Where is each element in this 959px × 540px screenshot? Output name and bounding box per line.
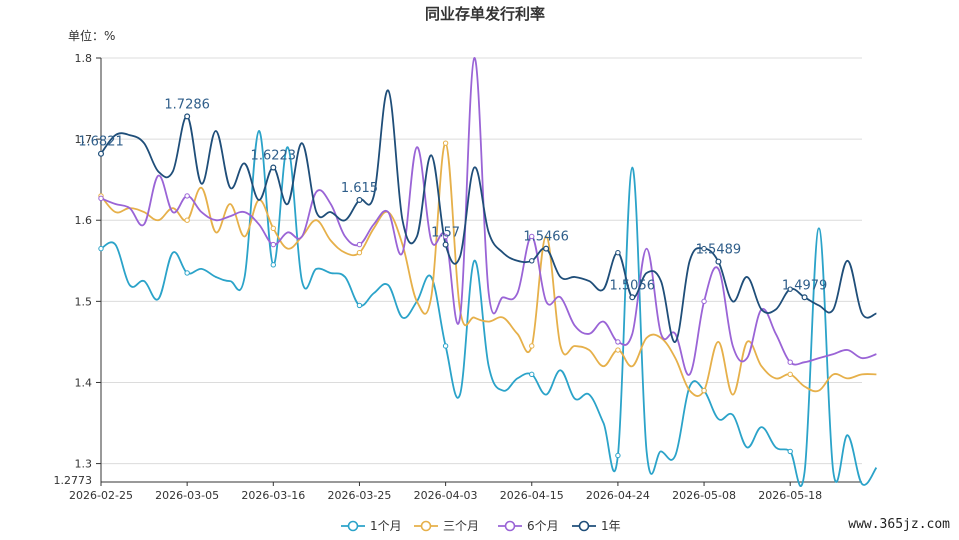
data-point-marker — [615, 452, 621, 459]
y-tick-label: 1.5 — [75, 295, 93, 308]
series-line-2 — [100, 57, 877, 376]
data-label: 1.7286 — [164, 97, 210, 112]
x-tick-label: 2026-04-03 — [414, 489, 478, 502]
y-tick-label: 1.8 — [75, 52, 93, 65]
data-point-marker — [615, 347, 621, 353]
data-point-marker — [356, 241, 363, 248]
data-label: 1.5466 — [523, 230, 569, 245]
data-point-marker — [701, 245, 707, 252]
annotation-point — [543, 245, 550, 252]
data-point-marker — [529, 371, 535, 378]
x-tick-label: 2026-03-16 — [241, 489, 305, 502]
annotation-point — [97, 150, 104, 157]
data-point-marker — [787, 286, 793, 292]
data-label: 1.5489 — [696, 243, 742, 258]
y-axis-unit-label: 单位：% — [68, 28, 115, 43]
legend-label: 1个月 — [370, 519, 402, 533]
annotations: 1.6821 1.7286 1.6223 1.615 1.57 1.5466 1.5056 1… — [78, 97, 828, 301]
x-tick-label: 2026-05-18 — [758, 489, 822, 502]
annotation-point — [801, 294, 808, 301]
data-label: 1.5056 — [610, 278, 656, 293]
annotation-point — [629, 294, 636, 301]
annotation-point — [184, 113, 191, 120]
data-point-marker — [529, 258, 535, 264]
legend-item-0[interactable]: 1个月 — [341, 519, 402, 533]
data-point-marker — [98, 195, 104, 202]
legend-marker-icon — [578, 520, 590, 532]
data-label: 1.6821 — [78, 135, 124, 150]
data-point-marker — [787, 448, 793, 455]
data-point-marker — [356, 249, 363, 256]
legend-item-1[interactable]: 三个月 — [414, 519, 479, 533]
data-point-marker — [184, 193, 190, 199]
legend-label: 6个月 — [527, 519, 559, 533]
data-point-marker — [442, 343, 449, 349]
legend-marker-icon — [420, 520, 432, 532]
legend-label: 1年 — [601, 519, 621, 533]
x-tick-label: 2026-04-15 — [500, 489, 564, 502]
data-point-marker — [356, 302, 363, 309]
x-tick-label: 2026-03-25 — [327, 489, 391, 502]
x-tick-label: 2026-04-24 — [586, 489, 650, 502]
x-tick-label: 2026-02-25 — [69, 489, 133, 502]
markers — [98, 113, 793, 459]
series-line-1 — [100, 142, 877, 397]
data-label: 1.4979 — [782, 278, 828, 293]
watermark-text: www.365jz.com — [848, 517, 950, 532]
series-line-0 — [100, 130, 878, 488]
series-line-3 — [100, 89, 877, 343]
data-point-marker — [270, 262, 277, 268]
data-point-marker — [184, 217, 190, 223]
y-tick-label: 1.4 — [75, 376, 93, 389]
data-point-marker — [442, 233, 449, 240]
y-tick-label: 1.3 — [75, 458, 93, 471]
chart-title: 同业存单发行利率 — [425, 5, 545, 23]
data-point-marker — [787, 359, 793, 365]
data-point-marker — [184, 270, 190, 276]
data-point-marker — [270, 241, 277, 248]
data-point-marker — [442, 140, 449, 146]
data-label: 1.57 — [431, 226, 460, 241]
legend-item-3[interactable]: 1年 — [572, 519, 621, 533]
legend[interactable]: 1个月 三个月 6个月 1年 — [341, 519, 621, 533]
data-point-marker — [701, 387, 707, 394]
y-min-label: 1.2773 — [54, 474, 93, 487]
data-point-marker — [98, 245, 104, 252]
data-point-marker — [701, 298, 707, 305]
data-point-marker — [787, 371, 793, 378]
data-point-marker — [529, 233, 535, 240]
series — [100, 57, 878, 488]
legend-item-2[interactable]: 6个月 — [498, 519, 559, 533]
annotation-point — [356, 196, 363, 203]
legend-marker-icon — [347, 520, 359, 532]
legend-label: 三个月 — [443, 519, 479, 533]
data-point-marker — [270, 225, 277, 232]
axes: 1.3 1.4 1.5 1.6 1.7 1.8 1.2773 2026-02-25 2026-0… — [54, 52, 862, 502]
y-tick-label: 1.6 — [75, 214, 93, 227]
legend-marker-icon — [504, 520, 516, 532]
x-tick-label: 2026-05-08 — [672, 489, 736, 502]
annotation-point — [270, 164, 277, 171]
y-tick-label: 1.7 — [75, 133, 93, 146]
grid — [101, 57, 862, 465]
data-point-marker — [529, 343, 535, 349]
data-label: 1.6223 — [251, 149, 297, 164]
annotation-point — [442, 241, 449, 248]
annotation-point — [715, 258, 722, 265]
data-point-marker — [615, 249, 621, 256]
data-point-marker — [615, 339, 621, 345]
x-tick-label: 2026-03-05 — [155, 489, 219, 502]
data-label: 1.615 — [341, 181, 378, 196]
